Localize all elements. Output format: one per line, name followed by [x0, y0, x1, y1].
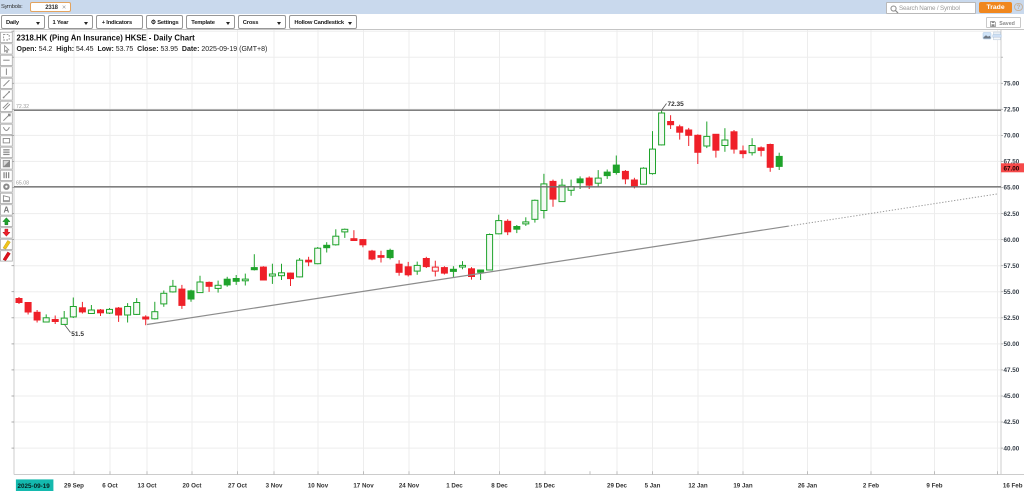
- svg-text:65.00: 65.00: [1004, 185, 1020, 192]
- svg-text:62.50: 62.50: [1004, 211, 1020, 218]
- svg-text:67.50: 67.50: [1004, 159, 1020, 166]
- svg-text:2318.HK (Ping An Insurance) HK: 2318.HK (Ping An Insurance) HKSE - Daily…: [17, 34, 196, 43]
- svg-text:12 Jan: 12 Jan: [688, 483, 707, 490]
- svg-text:47.50: 47.50: [1004, 367, 1020, 374]
- svg-text:2025-09-19: 2025-09-19: [18, 483, 51, 490]
- svg-text:27 Oct: 27 Oct: [228, 483, 247, 490]
- svg-text:8 Dec: 8 Dec: [491, 483, 508, 490]
- svg-text:A: A: [4, 206, 10, 215]
- svg-text:9 Feb: 9 Feb: [926, 483, 942, 490]
- svg-text:2 Feb: 2 Feb: [863, 483, 879, 490]
- svg-text:3 Nov: 3 Nov: [266, 483, 283, 490]
- svg-text:65.08: 65.08: [16, 181, 29, 187]
- svg-text:5 Jan: 5 Jan: [645, 483, 661, 490]
- svg-text:15 Dec: 15 Dec: [535, 483, 556, 490]
- svg-text:19 Jan: 19 Jan: [733, 483, 752, 490]
- svg-text:67.00: 67.00: [1004, 165, 1020, 172]
- svg-text:50.00: 50.00: [1004, 341, 1020, 348]
- svg-text:Open: 54.2 High: 54.45 Low:: Open: 54.2 High: 54.45 Low: 53.75 Close:…: [17, 46, 268, 53]
- svg-text:16 Feb: 16 Feb: [1003, 483, 1023, 490]
- svg-text:26 Jan: 26 Jan: [798, 483, 817, 490]
- svg-text:17 Nov: 17 Nov: [353, 483, 374, 490]
- svg-text:20 Oct: 20 Oct: [183, 483, 202, 490]
- svg-text:60.00: 60.00: [1004, 237, 1020, 244]
- svg-text:52.50: 52.50: [1004, 315, 1020, 322]
- svg-text:72.50: 72.50: [1004, 107, 1020, 114]
- svg-text:45.00: 45.00: [1004, 393, 1020, 400]
- svg-text:55.00: 55.00: [1004, 289, 1020, 296]
- svg-text:42.50: 42.50: [1004, 419, 1020, 426]
- svg-text:70.00: 70.00: [1004, 133, 1020, 140]
- svg-text:72.32: 72.32: [16, 104, 29, 110]
- svg-text:29 Dec: 29 Dec: [607, 483, 628, 490]
- svg-text:13 Oct: 13 Oct: [138, 483, 157, 490]
- svg-text:72.35: 72.35: [668, 101, 685, 108]
- svg-text:24 Nov: 24 Nov: [399, 483, 420, 490]
- svg-text:75.00: 75.00: [1004, 81, 1020, 88]
- svg-text:1 Dec: 1 Dec: [446, 483, 463, 490]
- svg-text:51.5: 51.5: [71, 331, 84, 338]
- svg-text:40.00: 40.00: [1004, 445, 1020, 452]
- svg-text:57.50: 57.50: [1004, 263, 1020, 270]
- svg-text:10 Nov: 10 Nov: [308, 483, 329, 490]
- svg-text:29 Sep: 29 Sep: [64, 483, 84, 490]
- svg-text:6 Oct: 6 Oct: [102, 483, 117, 490]
